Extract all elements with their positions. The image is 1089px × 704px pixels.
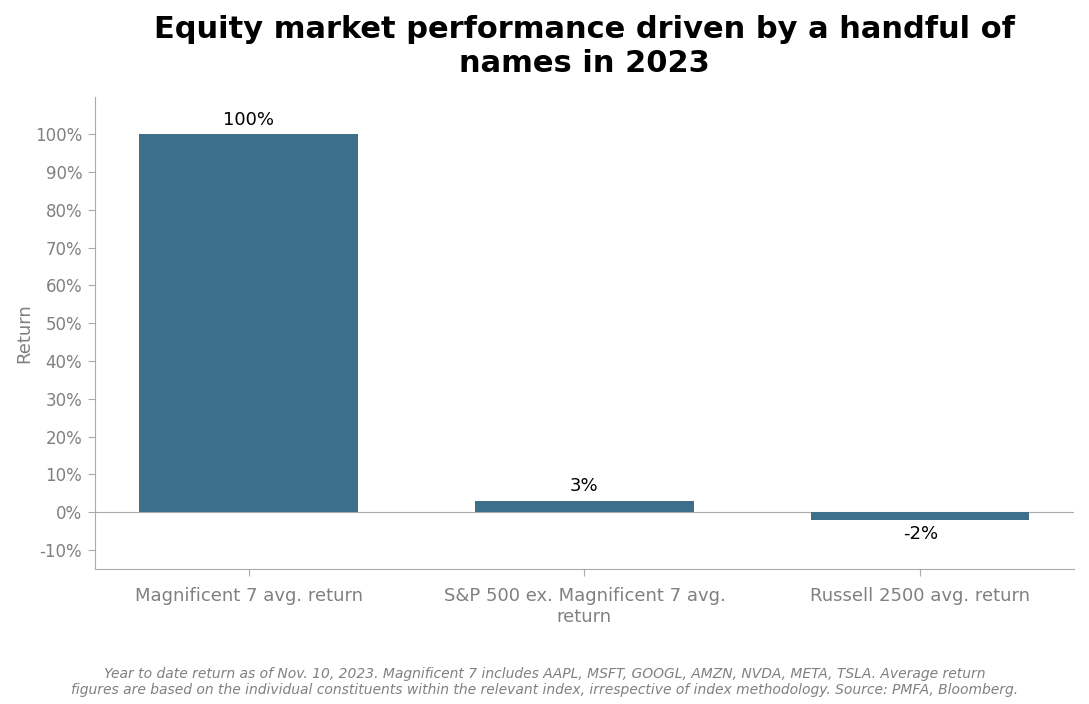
Y-axis label: Return: Return [15, 303, 33, 363]
Text: Year to date return as of Nov. 10, 2023. Magnificent 7 includes AAPL, MSFT, GOOG: Year to date return as of Nov. 10, 2023.… [71, 667, 1018, 697]
Bar [475, 501, 694, 512]
Text: 3%: 3% [571, 477, 599, 495]
Text: -2%: -2% [903, 525, 938, 543]
Text: 100%: 100% [223, 111, 274, 129]
Bar [811, 512, 1029, 520]
Bar [139, 134, 357, 512]
Title: Equity market performance driven by a handful of
names in 2023: Equity market performance driven by a ha… [154, 15, 1015, 77]
